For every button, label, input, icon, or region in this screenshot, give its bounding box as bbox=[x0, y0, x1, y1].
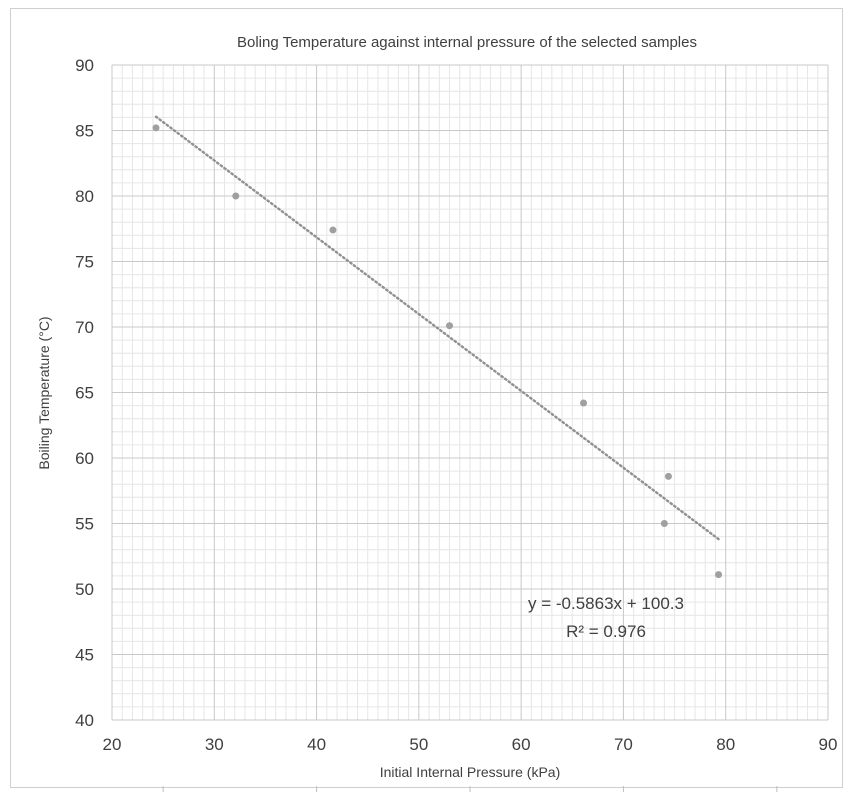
data-point bbox=[446, 322, 454, 330]
chart-grid bbox=[111, 64, 829, 721]
trendline-equation: y = -0.5863x + 100.3 bbox=[528, 594, 684, 613]
axis-ticks: 20 30 40 50 60 70 80 90 40 45 50 55 60 65 70 75 80 85 90 bbox=[75, 56, 837, 792]
data-point bbox=[232, 192, 240, 200]
trendline-group bbox=[154, 115, 720, 541]
y-axis-title: Boiling Temperature (°C) bbox=[36, 316, 52, 469]
y-tick-label: 85 bbox=[75, 122, 94, 141]
data-point bbox=[660, 520, 668, 527]
x-tick-label: 60 bbox=[512, 735, 531, 754]
x-tick-label: 80 bbox=[716, 735, 735, 754]
y-tick-label: 40 bbox=[75, 711, 94, 730]
y-tick-label: 50 bbox=[75, 580, 94, 599]
y-tick-label: 80 bbox=[75, 187, 94, 206]
x-tick-label: 90 bbox=[819, 735, 838, 754]
y-tick-label: 55 bbox=[75, 515, 94, 534]
x-tick-label: 20 bbox=[103, 735, 122, 754]
data-point bbox=[152, 124, 160, 132]
x-tick-label: 40 bbox=[307, 735, 326, 754]
chart-title: Boling Temperature against internal pres… bbox=[237, 34, 697, 51]
data-points bbox=[152, 124, 723, 579]
data-point bbox=[329, 226, 337, 234]
trendline bbox=[154, 115, 720, 541]
x-tick-label: 30 bbox=[205, 735, 224, 754]
y-tick-label: 45 bbox=[75, 646, 94, 665]
y-tick-label: 65 bbox=[75, 384, 94, 403]
y-tick-label: 70 bbox=[75, 318, 94, 337]
x-tick-label: 70 bbox=[614, 735, 633, 754]
y-tick-label: 75 bbox=[75, 253, 94, 272]
y-tick-label: 90 bbox=[75, 56, 94, 75]
x-tick-label: 50 bbox=[409, 735, 428, 754]
data-point bbox=[664, 472, 672, 480]
trendline-r-squared: R² = 0.976 bbox=[566, 622, 646, 641]
y-tick-label: 60 bbox=[75, 449, 94, 468]
data-point bbox=[715, 571, 723, 579]
chart-frame bbox=[10, 8, 843, 788]
x-axis-title: Initial Internal Pressure (kPa) bbox=[380, 764, 561, 780]
data-point bbox=[580, 399, 588, 407]
